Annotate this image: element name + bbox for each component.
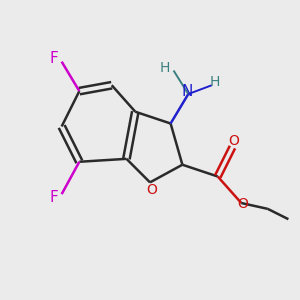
Text: O: O bbox=[237, 197, 248, 212]
Text: H: H bbox=[160, 61, 170, 75]
Text: H: H bbox=[210, 75, 220, 89]
Text: O: O bbox=[146, 183, 157, 197]
Text: F: F bbox=[50, 190, 59, 205]
Text: O: O bbox=[229, 134, 239, 148]
Text: F: F bbox=[50, 51, 59, 66]
Text: N: N bbox=[181, 84, 193, 99]
